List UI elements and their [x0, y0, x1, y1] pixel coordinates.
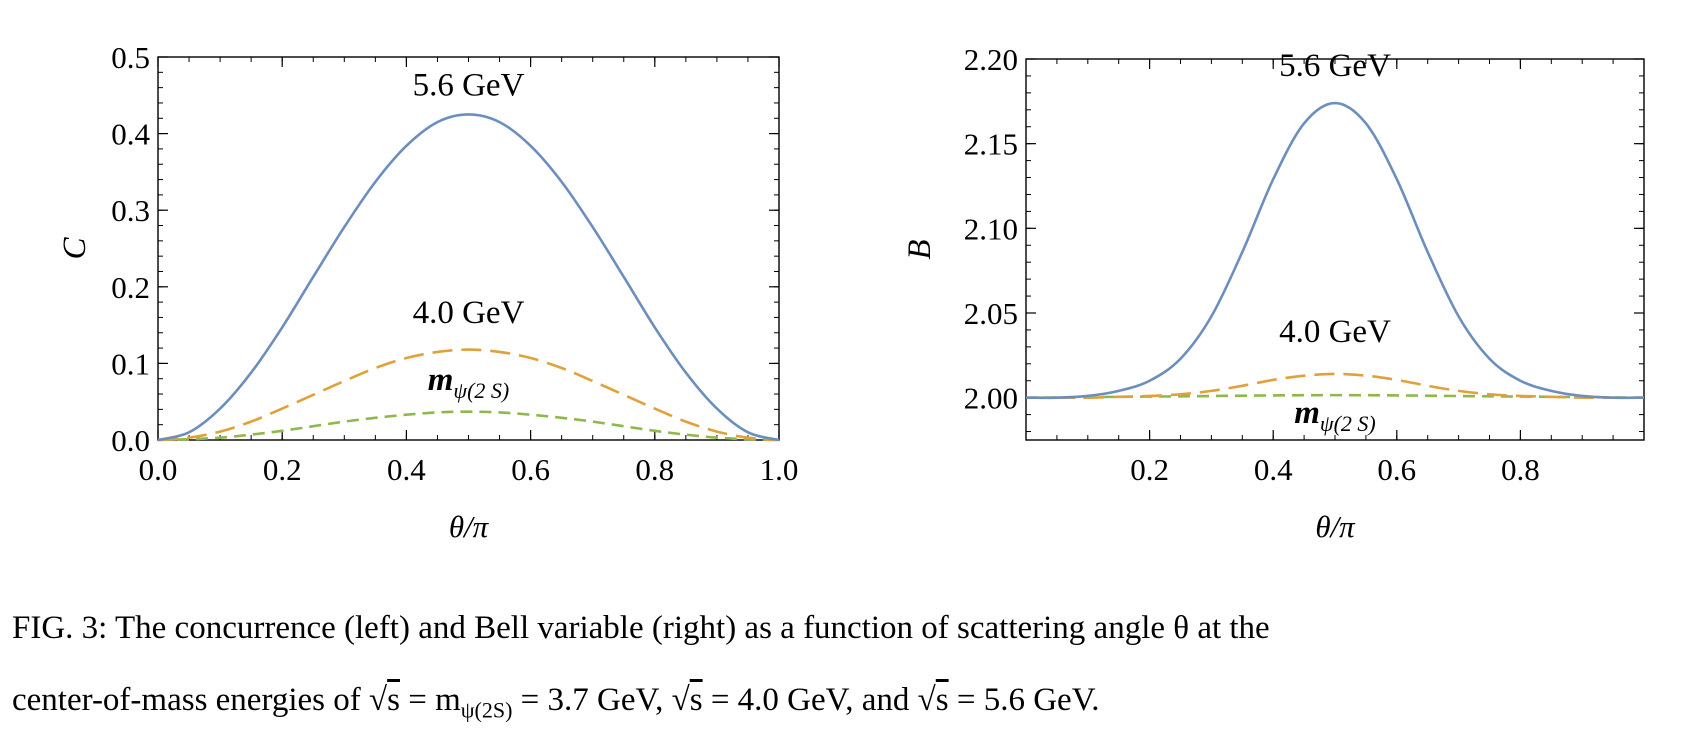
- y-tick-label: 2.15: [964, 127, 1018, 162]
- curve-label-main: m: [1294, 395, 1320, 431]
- figure-caption: FIG. 3: The concurrence (left) and Bell …: [12, 592, 1672, 747]
- y-tick-label: 0.2: [111, 270, 150, 305]
- caption-eq2-rest: = 4.0 GeV, and: [702, 682, 918, 718]
- caption-sqrt-s-1: s: [387, 682, 400, 718]
- series-line-2: [157, 410, 780, 442]
- x-tick-label: 1.0: [760, 452, 799, 487]
- caption-sqrt-s-2: s: [689, 682, 703, 718]
- series-line-0: [157, 113, 780, 442]
- curve-label-2: mψ(2 S): [1294, 395, 1376, 436]
- curve-label-0: 5.6 GeV: [1279, 48, 1391, 84]
- chart-panel-left: 0.0 0.2 0.4 0.6 0.8 1.0 0.0 0.1 0.2 0.3 0.4 0.5 θ/π C…: [57, 40, 798, 544]
- curve-label-1: 4.0 GeV: [413, 295, 525, 331]
- y-axis-label: C: [57, 237, 93, 260]
- y-tick-label: 2.10: [964, 211, 1018, 246]
- series-line-1: [1025, 372, 1644, 400]
- y-tick-label: 0.5: [111, 40, 150, 75]
- x-axis-label: θ/π: [449, 509, 490, 544]
- caption-eq3-rest: = 5.6 GeV.: [948, 682, 1100, 718]
- caption-eq1-main: = m: [399, 682, 461, 718]
- y-axis-label: B: [902, 239, 938, 259]
- curve-label-1: 4.0 GeV: [1279, 314, 1391, 350]
- x-tick-label: 0.4: [387, 452, 426, 487]
- chart-panel-right: 0.2 0.4 0.6 0.8 2.00 2.05 2.10 2.15 2.20 θ/π B 5.6 …: [902, 42, 1645, 544]
- series-line-0: [1025, 101, 1645, 400]
- caption-line-1: FIG. 3: The concurrence (left) and Bell …: [12, 610, 1270, 646]
- x-tick-label: 0.0: [139, 452, 178, 487]
- caption-line-2-start: center-of-mass energies of: [12, 682, 369, 718]
- curve-label-0: 5.6 GeV: [413, 67, 525, 103]
- caption-eq1-sub: ψ(2S): [460, 697, 513, 723]
- series-line-1: [157, 348, 780, 442]
- figure: 0.0 0.2 0.4 0.6 0.8 1.0 0.0 0.1 0.2 0.3 0.4 0.5 θ/π C…: [57, 40, 1645, 544]
- curve-label-2: mψ(2 S): [428, 362, 510, 403]
- curve-label-sub: ψ(2 S): [1320, 411, 1376, 436]
- x-tick-label: 0.8: [635, 452, 674, 487]
- x-tick-label: 0.8: [1501, 452, 1540, 487]
- y-tick-label: 2.00: [964, 381, 1018, 416]
- x-tick-label: 0.6: [1377, 452, 1416, 487]
- x-tick-label: 0.6: [511, 452, 550, 487]
- caption-eq1-rest: = 3.7 GeV,: [512, 682, 672, 718]
- y-tick-label: 0.1: [111, 346, 150, 381]
- x-tick-label: 0.2: [263, 452, 302, 487]
- y-tick-label: 0.3: [111, 193, 150, 228]
- x-tick-label: 0.2: [1130, 452, 1169, 487]
- x-axis-label: θ/π: [1315, 509, 1356, 544]
- caption-sqrt-s-3: s: [935, 682, 949, 718]
- curve-label-main: m: [428, 362, 454, 398]
- curve-label-sub: ψ(2 S): [453, 378, 509, 403]
- y-tick-label: 2.05: [964, 296, 1018, 331]
- x-tick-label: 0.4: [1254, 452, 1293, 487]
- plot-frame: [1025, 58, 1645, 441]
- y-tick-label: 2.20: [964, 42, 1018, 77]
- y-tick-label: 0.0: [111, 423, 150, 458]
- caption-line-2: center-of-mass energies of √s = mψ(2S) =…: [12, 682, 1100, 723]
- y-tick-label: 0.4: [111, 117, 150, 152]
